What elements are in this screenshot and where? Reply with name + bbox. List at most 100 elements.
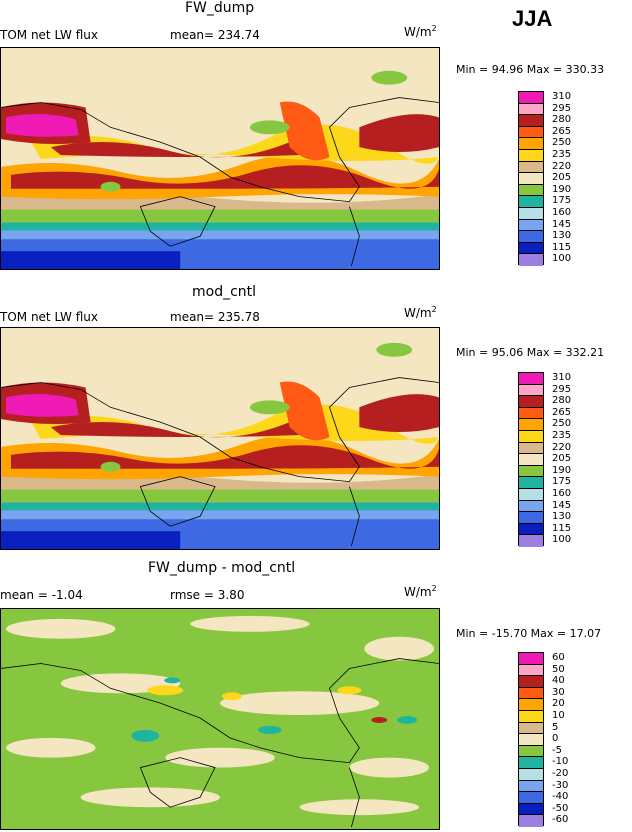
colorbar-tick-label: 205 <box>552 172 572 184</box>
panel-2-mean-label: mean= 235.78 <box>170 310 260 324</box>
colorbar-tick-label: 295 <box>552 102 572 114</box>
colorbar-tick-label: 220 <box>552 160 572 172</box>
panel-1-mean-label: mean= 234.74 <box>170 28 260 42</box>
season-label: JJA <box>512 6 553 31</box>
colorbar-swatch <box>519 734 543 746</box>
colorbar-tick-label: -50 <box>552 802 569 814</box>
colorbar-swatch <box>519 687 543 700</box>
colorbar-tick-label: -20 <box>552 768 569 779</box>
colorbar-swatch <box>519 768 543 781</box>
colorbar-tick-label: 100 <box>552 253 572 265</box>
colorbar-tick-label: 30 <box>552 686 565 698</box>
colorbar-swatch <box>519 477 543 489</box>
colorbar-tick-label: 220 <box>552 441 572 453</box>
colorbar-swatch <box>519 792 543 804</box>
colorbar-tick-label: 295 <box>552 383 572 395</box>
colorbar-swatch <box>519 184 543 197</box>
colorbar-tick-label: 205 <box>552 453 572 465</box>
colorbar-swatch <box>519 512 543 524</box>
colorbar-swatch <box>519 442 543 455</box>
colorbar-tick-label: 50 <box>552 663 565 675</box>
colorbar-swatch <box>519 803 543 816</box>
colorbar-tick-label: 250 <box>552 418 572 430</box>
panel-3-mean-label: mean = -1.04 <box>0 588 83 602</box>
panel-3-map <box>0 608 440 830</box>
panel-1-map <box>0 47 440 270</box>
colorbar-tick-label: 175 <box>552 476 572 488</box>
colorbar-tick-label: 265 <box>552 125 572 137</box>
colorbar-swatch <box>519 138 543 150</box>
colorbar-swatch <box>519 757 543 769</box>
colorbar-tick-label: 115 <box>552 522 572 534</box>
colorbar-swatch <box>519 173 543 185</box>
colorbar-swatch <box>519 535 543 547</box>
colorbar-swatch <box>519 488 543 501</box>
colorbar-tick-label: 265 <box>552 406 572 418</box>
panel-2-colorbar <box>518 372 544 547</box>
colorbar-swatch <box>519 465 543 478</box>
colorbar-swatch <box>519 500 543 513</box>
colorbar-swatch <box>519 722 543 735</box>
colorbar-tick-label: 20 <box>552 698 565 710</box>
panel-2-map <box>0 327 440 550</box>
colorbar-tick-label: 280 <box>552 395 572 407</box>
colorbar-swatch <box>519 745 543 758</box>
colorbar-swatch <box>519 126 543 139</box>
panel-2-variable-label: TOM net LW flux <box>0 310 98 324</box>
panel-1-variable-label: TOM net LW flux <box>0 28 98 42</box>
colorbar-tick-label: 115 <box>552 241 572 253</box>
colorbar-swatch <box>519 664 543 677</box>
colorbar-tick-label: 60 <box>552 652 565 663</box>
colorbar-tick-label: 130 <box>552 511 572 523</box>
colorbar-tick-label: 235 <box>552 149 572 160</box>
colorbar-swatch <box>519 207 543 220</box>
colorbar-tick-label: -30 <box>552 779 569 791</box>
panel-2-title: mod_cntl <box>192 284 257 300</box>
colorbar-swatch <box>519 373 543 385</box>
colorbar-swatch <box>519 396 543 408</box>
colorbar-swatch <box>519 419 543 431</box>
panel-1-colorbar <box>518 91 544 266</box>
colorbar-swatch <box>519 103 543 116</box>
colorbar-tick-label: -10 <box>552 756 569 768</box>
panel-3-colorbar <box>518 652 544 827</box>
colorbar-swatch <box>519 115 543 127</box>
colorbar-swatch <box>519 676 543 688</box>
colorbar-swatch <box>519 780 543 793</box>
colorbar-swatch <box>519 653 543 665</box>
colorbar-tick-label: 190 <box>552 183 572 195</box>
colorbar-tick-label: 100 <box>552 534 572 546</box>
colorbar-swatch <box>519 231 543 243</box>
colorbar-tick-label: 160 <box>552 488 572 499</box>
colorbar-tick-label: 160 <box>552 207 572 218</box>
colorbar-tick-label: 190 <box>552 464 572 476</box>
colorbar-tick-label: -40 <box>552 791 569 803</box>
panel-1-title: FW_dump <box>185 0 255 16</box>
colorbar-swatch <box>519 699 543 711</box>
colorbar-swatch <box>519 161 543 174</box>
colorbar-tick-label: 145 <box>552 499 572 511</box>
colorbar-swatch <box>519 384 543 397</box>
colorbar-swatch <box>519 196 543 208</box>
colorbar-tick-label: 280 <box>552 114 572 126</box>
colorbar-swatch <box>519 242 543 255</box>
panel-1-units: W/m2 <box>404 24 437 39</box>
colorbar-swatch <box>519 149 543 162</box>
colorbar-tick-label: 0 <box>552 733 559 745</box>
colorbar-tick-label: -60 <box>552 814 569 826</box>
colorbar-tick-label: -5 <box>552 744 562 756</box>
panel-1-minmax: Min = 94.96 Max = 330.33 <box>456 63 605 76</box>
panel-2-minmax: Min = 95.06 Max = 332.21 <box>456 346 605 359</box>
colorbar-swatch <box>519 710 543 723</box>
colorbar-tick-label: 145 <box>552 218 572 230</box>
panel-3-rmse-label: rmse = 3.80 <box>170 588 245 602</box>
colorbar-swatch <box>519 92 543 104</box>
colorbar-tick-label: 175 <box>552 195 572 207</box>
colorbar-swatch <box>519 523 543 536</box>
colorbar-swatch <box>519 407 543 420</box>
colorbar-swatch <box>519 815 543 827</box>
colorbar-tick-label: 10 <box>552 710 565 721</box>
colorbar-swatch <box>519 430 543 443</box>
panel-2-units: W/m2 <box>404 305 437 320</box>
panel-3-units: W/m2 <box>404 584 437 599</box>
